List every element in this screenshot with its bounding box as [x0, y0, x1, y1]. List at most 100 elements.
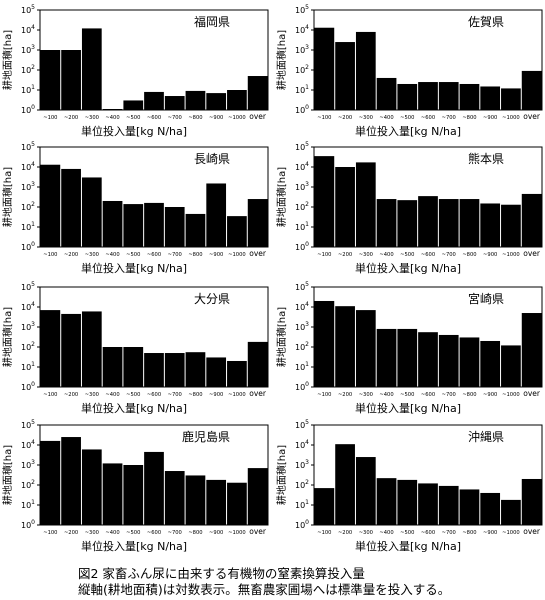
bar-2 — [61, 50, 81, 110]
y-tick-label: 102 — [295, 64, 309, 75]
bar-5 — [397, 479, 418, 525]
bar-6 — [418, 483, 438, 525]
x-tick-label: ~900 — [209, 530, 223, 536]
y-tick-label: 104 — [295, 24, 309, 35]
x-tick-label: ~400 — [105, 252, 119, 258]
bar-8 — [185, 90, 206, 110]
x-tick-label: ~400 — [105, 392, 119, 398]
y-tick-label: 100 — [21, 104, 35, 115]
y-tick-label: 102 — [295, 479, 309, 490]
bar-4 — [376, 199, 397, 247]
bar-7 — [164, 353, 185, 387]
bar-6 — [418, 332, 438, 387]
x-tick-label: ~1000 — [502, 115, 520, 121]
x-tick-label: ~200 — [64, 115, 78, 121]
bar-11 — [521, 193, 542, 247]
x-tick-label: ~500 — [126, 252, 140, 258]
bar-4 — [376, 77, 397, 110]
x-axis-label: 単位投入量[kg N/ha] — [81, 124, 187, 138]
y-axis-label: 耕地面積[ha] — [275, 445, 288, 505]
x-tick-label: ~500 — [126, 115, 140, 121]
x-tick-label: ~1000 — [228, 530, 246, 536]
chart-kumamoto: 100 101 102 103 104 105 ~100 ~200 ~300 ~400 ~500 ~6… — [275, 141, 543, 275]
bar-8 — [459, 199, 480, 247]
y-tick-label: 104 — [21, 161, 35, 172]
x-tick-label: ~800 — [462, 530, 476, 536]
y-tick-label: 105 — [21, 141, 35, 152]
bar-3 — [355, 162, 376, 247]
bar-6 — [144, 353, 164, 387]
y-tick-label: 105 — [21, 419, 35, 430]
y-tick-label: 100 — [295, 519, 309, 530]
bar-1 — [314, 488, 335, 525]
x-tick-label: ~1000 — [228, 252, 246, 258]
x-tick-label: ~200 — [64, 530, 78, 536]
bar-2 — [61, 313, 81, 387]
y-axis-label: 耕地面積[ha] — [1, 445, 14, 505]
y-tick-label: 104 — [21, 301, 35, 312]
y-tick-label: 103 — [295, 44, 309, 55]
y-tick-label: 100 — [295, 381, 309, 392]
y-tick-label: 102 — [21, 479, 35, 490]
x-tick-label: ~1000 — [502, 392, 520, 398]
bar-5 — [397, 200, 418, 247]
chart-title: 福岡県 — [194, 14, 230, 29]
chart-miyazaki: 100 101 102 103 104 105 ~100 ~200 ~300 ~400 ~500 ~6… — [275, 281, 543, 415]
bar-8 — [459, 489, 480, 525]
chart-saga: 100 101 102 103 104 105 ~100 ~200 ~300 ~400 ~500 ~6… — [275, 4, 543, 138]
y-tick-label: 105 — [21, 4, 35, 15]
x-tick-label: ~500 — [400, 530, 414, 536]
y-tick-label: 103 — [21, 459, 35, 470]
x-tick-label: ~600 — [147, 530, 161, 536]
bar-9 — [480, 492, 501, 525]
bar-1 — [314, 300, 335, 387]
x-tick-label: over — [523, 389, 541, 398]
y-tick-label: 101 — [295, 84, 309, 95]
y-tick-label: 102 — [21, 341, 35, 352]
y-tick-label: 101 — [21, 499, 35, 510]
bar-6 — [418, 196, 438, 247]
chart-nagasaki: 100 101 102 103 104 105 ~100 ~200 ~300 ~400 ~500 ~6… — [1, 141, 269, 275]
bar-1 — [40, 310, 61, 387]
x-tick-label: ~700 — [442, 530, 456, 536]
bar-5 — [397, 328, 418, 387]
bar-2 — [335, 306, 355, 387]
y-tick-label: 104 — [295, 439, 309, 450]
x-tick-label: ~1000 — [228, 392, 246, 398]
y-tick-label: 101 — [295, 499, 309, 510]
bar-4 — [102, 109, 123, 110]
x-tick-label: ~400 — [379, 392, 393, 398]
y-tick-label: 102 — [295, 341, 309, 352]
bar-6 — [144, 451, 164, 525]
bar-11 — [247, 468, 268, 525]
bar-7 — [164, 471, 185, 525]
y-tick-label: 101 — [21, 221, 35, 232]
y-tick-label: 100 — [21, 241, 35, 252]
bar-7 — [438, 199, 459, 247]
x-tick-label: ~300 — [85, 252, 99, 258]
x-tick-label: ~900 — [209, 115, 223, 121]
x-tick-label: ~600 — [421, 252, 435, 258]
y-axis-label: 耕地面積[ha] — [1, 167, 14, 227]
x-tick-label: ~300 — [85, 530, 99, 536]
x-tick-label: ~200 — [338, 392, 352, 398]
bar-4 — [376, 328, 397, 387]
x-tick-label: ~800 — [188, 392, 202, 398]
bar-8 — [185, 213, 206, 247]
y-tick-label: 101 — [295, 361, 309, 372]
bar-4 — [102, 200, 123, 247]
bar-11 — [247, 199, 268, 247]
bar-3 — [355, 457, 376, 525]
chart-title: 沖縄県 — [468, 429, 504, 444]
y-axis-label: 耕地面積[ha] — [275, 30, 288, 90]
x-tick-label: ~600 — [421, 392, 435, 398]
bar-6 — [144, 91, 164, 110]
chart-title: 大分県 — [194, 292, 230, 306]
bar-2 — [335, 444, 355, 525]
y-axis-label: 耕地面積[ha] — [1, 307, 14, 367]
x-tick-label: ~200 — [338, 252, 352, 258]
y-tick-label: 102 — [21, 201, 35, 212]
x-tick-label: ~100 — [317, 252, 331, 258]
x-tick-label: over — [249, 112, 267, 121]
y-tick-label: 102 — [21, 64, 35, 75]
